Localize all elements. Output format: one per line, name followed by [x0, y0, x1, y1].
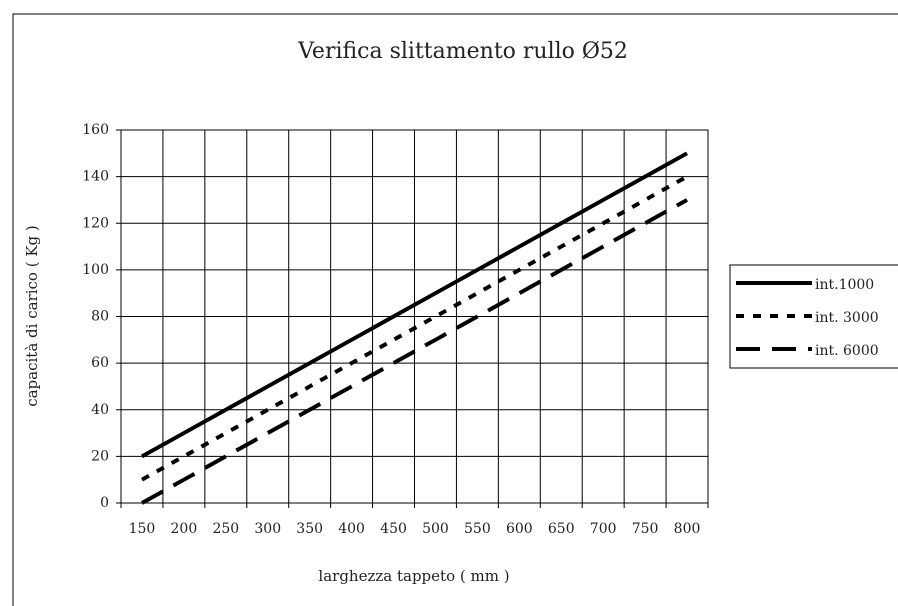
y-tick-label: 20 — [91, 448, 109, 464]
plot-border — [120, 129, 709, 504]
x-tick-label: 550 — [464, 521, 491, 537]
legend-label: int. 3000 — [815, 310, 879, 326]
x-tick-label: 650 — [548, 521, 575, 537]
x-tick-label: 150 — [129, 521, 156, 537]
y-tick-label: 80 — [91, 309, 109, 325]
y-axis-label: capacità di carico ( Kg ) — [23, 225, 41, 407]
x-tick-label: 750 — [632, 521, 659, 537]
x-axis-label: larghezza tappeto ( mm ) — [318, 567, 509, 585]
series-line — [140, 151, 689, 459]
y-tick-label: 120 — [82, 215, 109, 231]
x-tick-label: 700 — [590, 521, 617, 537]
legend-label: int. 6000 — [815, 343, 879, 359]
series-line — [140, 198, 689, 505]
y-tick-label: 40 — [91, 402, 109, 418]
x-tick-label: 250 — [212, 521, 239, 537]
series-line — [140, 174, 689, 482]
legend-label: int.1000 — [815, 277, 874, 293]
y-tick-label: 100 — [82, 262, 109, 278]
x-tick-label: 800 — [674, 521, 701, 537]
x-tick-label: 400 — [338, 521, 365, 537]
x-tick-label: 600 — [506, 521, 533, 537]
y-tick-label: 140 — [82, 169, 109, 185]
x-tick-label: 200 — [171, 521, 198, 537]
x-tick-label: 350 — [296, 521, 323, 537]
x-tick-label: 450 — [380, 521, 407, 537]
y-tick-label: 0 — [100, 495, 109, 511]
y-tick-label: 60 — [91, 355, 109, 371]
x-tick-label: 300 — [254, 521, 281, 537]
x-tick-label: 500 — [422, 521, 449, 537]
chart-title: Verifica slittamento rullo Ø52 — [297, 39, 628, 64]
y-tick-label: 160 — [82, 122, 109, 138]
